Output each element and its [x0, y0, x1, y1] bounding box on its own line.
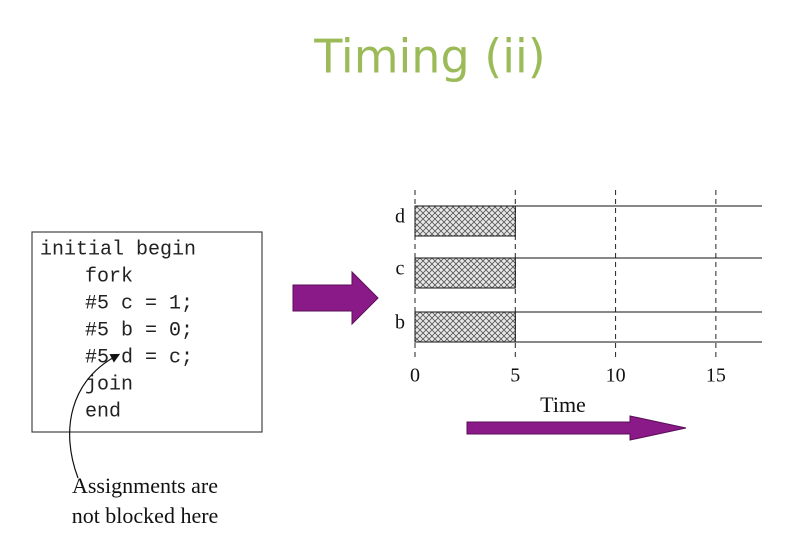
x-tick-label: 15 [706, 365, 726, 387]
code-line: #5 c = 1; [85, 292, 193, 315]
signal-label: d [395, 206, 405, 228]
code-line: join [85, 373, 133, 396]
x-axis-label: Time [540, 392, 586, 417]
annotation-arrow [69, 353, 121, 479]
x-tick-label: 10 [606, 365, 626, 387]
x-tick-label: 5 [510, 365, 520, 387]
hatch-bar [414, 257, 516, 289]
code-line: #5 d = c; [85, 346, 193, 369]
timing-diagram: 0 5 10 15 d c b Time [395, 190, 762, 417]
code-block: initial begin fork #5 c = 1; #5 b = 0; #5 d … [40, 238, 196, 423]
hatch-bar [414, 205, 516, 237]
annotation-line: not blocked here [72, 503, 219, 528]
time-arrow [466, 415, 687, 441]
signal-label: b [395, 312, 405, 334]
hatch-bar [414, 311, 516, 343]
slide-title: Timing (ii) [313, 30, 545, 84]
code-line: fork [85, 265, 133, 288]
code-line: #5 b = 0; [85, 319, 193, 342]
code-line: end [85, 400, 121, 423]
code-line: initial begin [40, 238, 196, 261]
signal-label: c [396, 258, 405, 280]
code-box [31, 231, 263, 433]
annotation-line: Assignments are [72, 473, 218, 498]
x-tick-label: 0 [410, 365, 420, 387]
purple-arrow [292, 270, 379, 326]
